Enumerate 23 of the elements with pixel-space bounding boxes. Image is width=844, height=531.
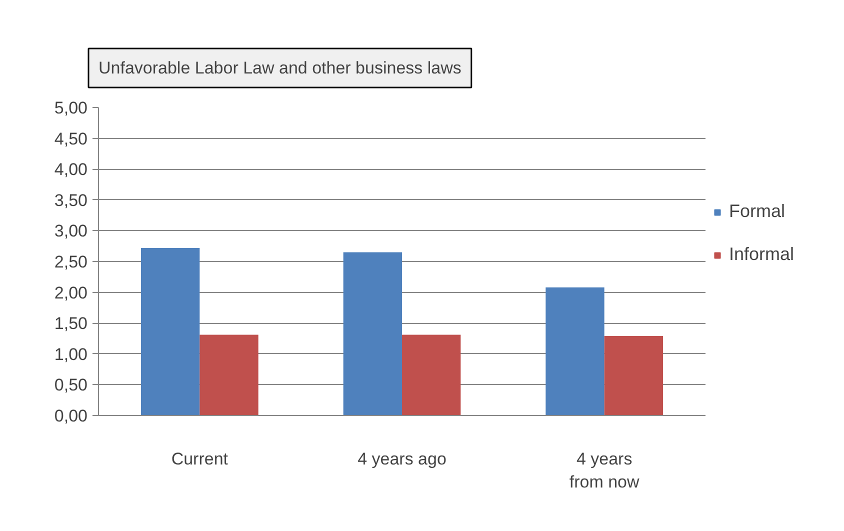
y-tick-label: 1,00: [54, 344, 88, 364]
y-tick-label: 1,50: [54, 314, 88, 334]
y-tick-label: 3,00: [54, 222, 88, 241]
bar: [402, 334, 461, 416]
bar: [343, 252, 402, 416]
bar: [200, 334, 258, 416]
chart-title: Unfavorable Labor Law and other business laws: [98, 58, 462, 78]
bar: [140, 248, 200, 416]
legend-label: Informal: [729, 244, 794, 265]
y-tick-label: 4,00: [54, 160, 88, 180]
y-tick-label: 5,00: [54, 98, 88, 118]
y-tick-label: 4,50: [54, 129, 88, 148]
x-tick-label: 4 years ago: [358, 450, 446, 468]
y-tick-label: 0,50: [54, 376, 88, 395]
bar: [546, 287, 604, 416]
x-tick-label: Current: [171, 450, 228, 468]
y-tick-label: 3,50: [54, 190, 88, 210]
x-tick-label: 4 years from now: [569, 450, 640, 492]
bar: [604, 336, 664, 416]
y-tick-label: 2,00: [54, 283, 88, 302]
y-tick-label: 0,00: [54, 406, 88, 426]
y-tick-label: 2,50: [54, 252, 88, 272]
legend-label: Formal: [729, 201, 786, 222]
